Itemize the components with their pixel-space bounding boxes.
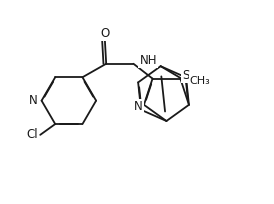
Text: S: S — [183, 69, 190, 82]
Text: N: N — [133, 101, 142, 113]
Text: CH₃: CH₃ — [190, 75, 210, 85]
Text: NH: NH — [139, 54, 157, 67]
Text: O: O — [100, 27, 109, 40]
Text: Cl: Cl — [26, 128, 38, 141]
Text: N: N — [29, 94, 38, 107]
